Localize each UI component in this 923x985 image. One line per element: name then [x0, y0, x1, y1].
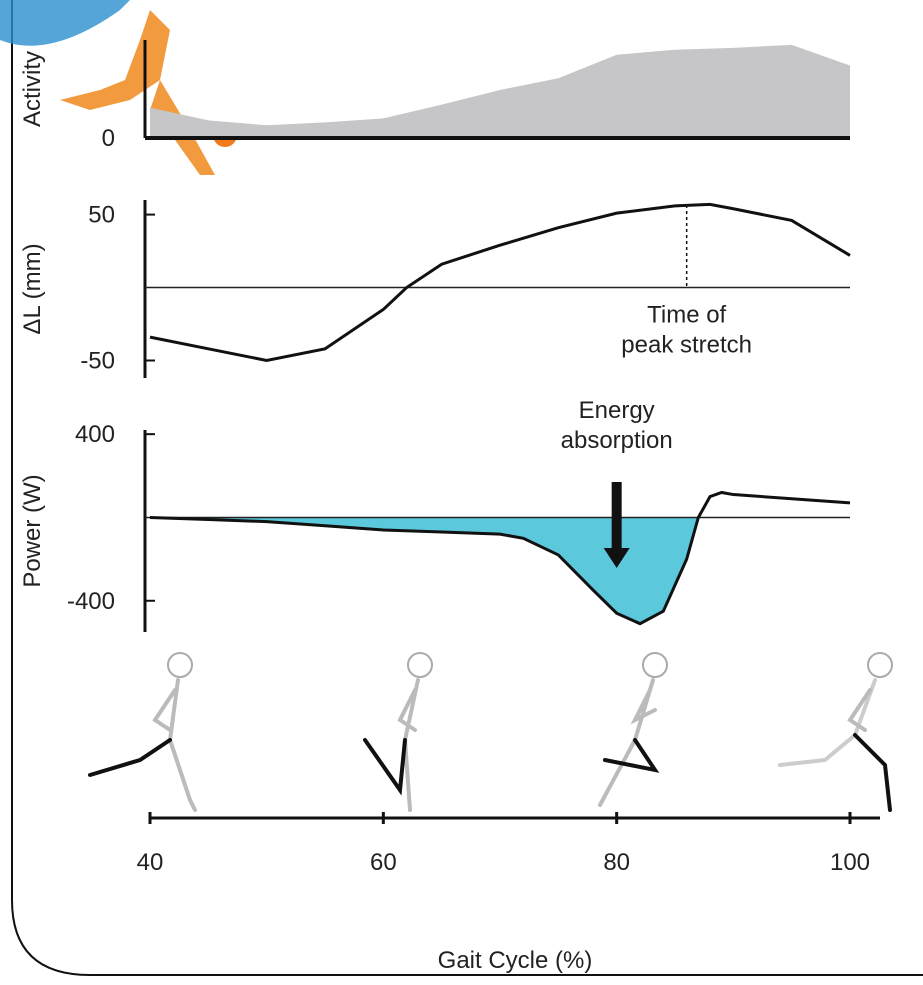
runner-figures [90, 653, 892, 810]
annotation: absorption [561, 427, 673, 454]
frame [12, 0, 923, 975]
y-tick-label: 50 [88, 202, 115, 229]
x-tick-label: 40 [137, 849, 164, 876]
y-tick-label: 400 [75, 421, 115, 448]
x-tick-label: 80 [603, 849, 630, 876]
y-axis-label: ΔL (mm) [19, 243, 46, 334]
x-tick-label: 60 [370, 849, 397, 876]
y-axis-label: Activity [19, 51, 46, 127]
y-tick-label: 0 [102, 125, 115, 152]
line [150, 492, 850, 623]
annotation: Energy [579, 397, 655, 424]
y-axis-label: Power (W) [19, 474, 46, 587]
y-tick-label: -400 [67, 588, 115, 615]
chart: Activity 0 ΔL (mm) -50 50 Time of peak stretch… [0, 0, 923, 980]
absorption-area [150, 492, 850, 623]
y-tick-label: -50 [80, 347, 115, 374]
annotation: peak stretch [621, 332, 752, 359]
arrow-shaft [612, 482, 622, 552]
x-tick-label: 100 [830, 849, 870, 876]
area [150, 45, 850, 138]
annotation: Time of [647, 302, 726, 329]
x-axis-label: Gait Cycle (%) [438, 947, 593, 974]
